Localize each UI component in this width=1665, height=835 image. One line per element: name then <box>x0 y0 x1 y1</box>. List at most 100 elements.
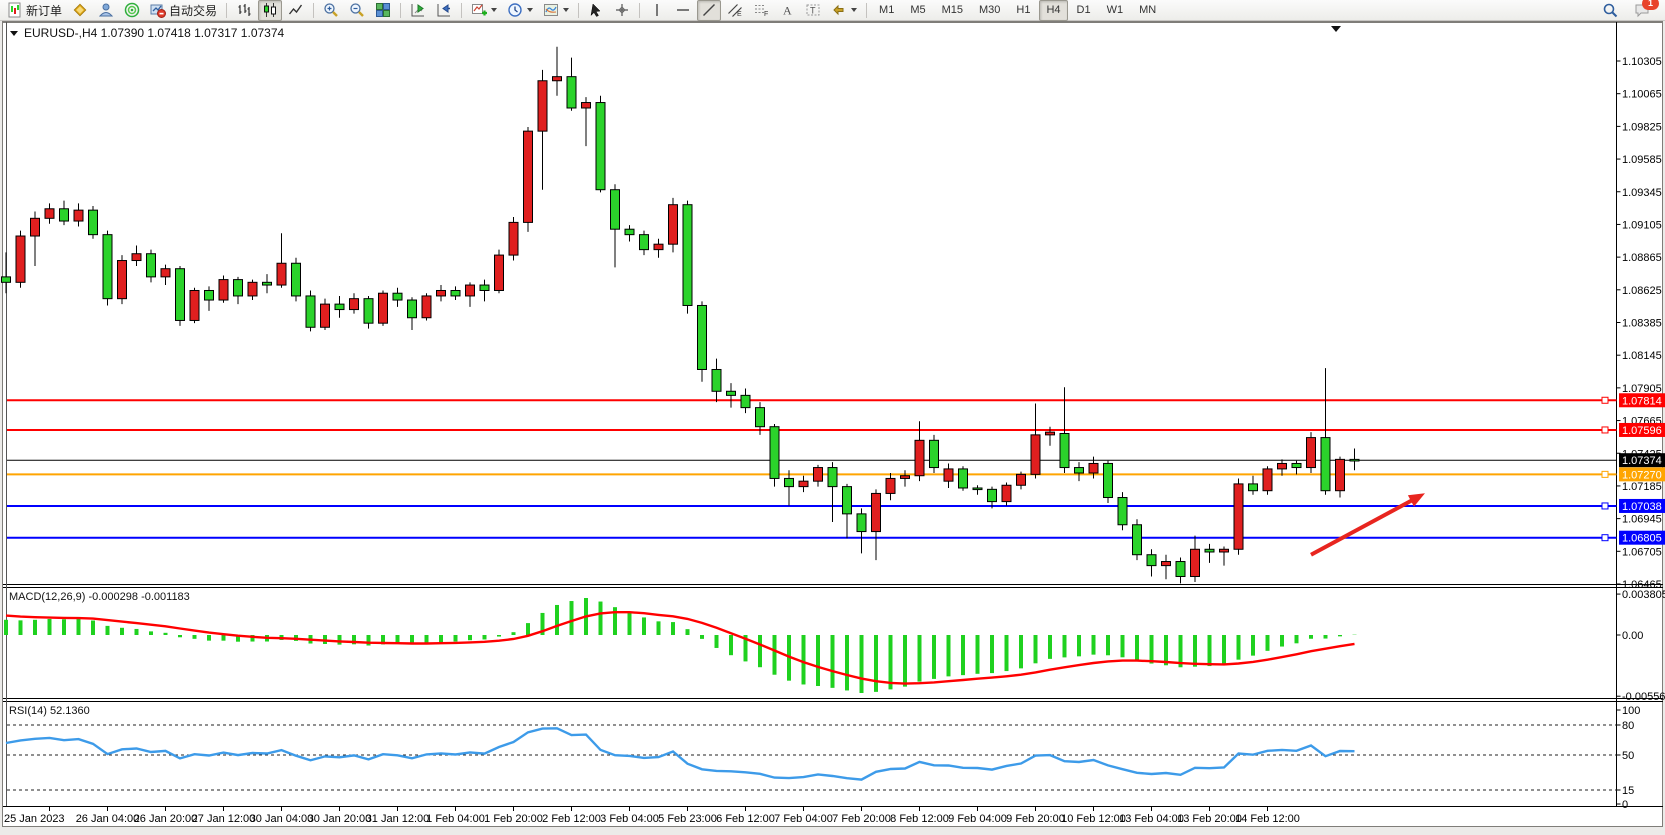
price-tick-label: 1.10065 <box>1622 89 1662 101</box>
chevron-down-icon[interactable] <box>563 8 570 12</box>
chevron-down-icon[interactable] <box>851 8 858 12</box>
fibonacci-button[interactable]: F <box>749 0 773 21</box>
autotrading-button[interactable]: 自动交易 <box>146 0 221 21</box>
new-order-icon <box>7 2 23 18</box>
bull-candle <box>813 467 823 482</box>
bull-candle <box>1190 548 1200 578</box>
vertical-line-button[interactable] <box>645 0 669 21</box>
tf-w1-button[interactable]: W1 <box>1100 0 1131 21</box>
bear-candle <box>784 477 794 488</box>
crosshair-button[interactable] <box>610 0 634 21</box>
date-tick-label: 6 Feb 12:00 <box>716 813 775 825</box>
date-tick-label: 31 Jan 12:00 <box>366 813 430 825</box>
chart-window <box>2 22 1663 827</box>
date-tick-label: 8 Feb 12:00 <box>890 813 949 825</box>
bear-candle <box>59 208 69 222</box>
candle-chart-button[interactable] <box>258 0 283 21</box>
trendline-button[interactable] <box>697 0 722 21</box>
svg-text:A: A <box>783 4 792 18</box>
line-handle-marker[interactable] <box>1601 426 1609 434</box>
tf-m15-button[interactable]: M15 <box>935 0 970 21</box>
bull-candle <box>1088 462 1099 474</box>
search-button[interactable] <box>1598 0 1622 21</box>
price-tick-label: 1.08865 <box>1622 252 1662 264</box>
price-tick-label: 1.08145 <box>1622 350 1662 362</box>
clock-icon <box>507 2 523 18</box>
text-icon: A <box>779 2 795 18</box>
toolbar-group-pointer <box>583 0 635 21</box>
tf-m5-button[interactable]: M5 <box>903 0 932 21</box>
bull-candle <box>494 254 504 291</box>
bear-candle <box>1291 462 1302 469</box>
tf-m1-button[interactable]: M1 <box>872 0 901 21</box>
date-tick-label: 25 Jan 2023 <box>4 813 65 825</box>
tf-h4-button[interactable]: H4 <box>1039 0 1068 21</box>
tf-mn-button-label: MN <box>1139 4 1157 16</box>
arrow-head[interactable] <box>1407 493 1425 507</box>
new-order-button-label: 新订单 <box>26 3 63 18</box>
trend-arrow-annotation[interactable] <box>1310 493 1425 557</box>
arrows-button[interactable] <box>827 0 861 21</box>
bull-candle <box>30 217 40 237</box>
indicators-button[interactable] <box>467 0 501 21</box>
tf-w1-button-label: W1 <box>1106 4 1124 16</box>
auto-scroll-button[interactable] <box>406 0 430 21</box>
bear-candle <box>1349 458 1360 462</box>
horizontal-line-button[interactable] <box>671 0 695 21</box>
line-handle-marker[interactable] <box>1601 502 1609 510</box>
symbol-menu-toggle-icon[interactable] <box>10 30 18 36</box>
bull-candle <box>1335 458 1345 492</box>
community-button[interactable] <box>94 0 118 21</box>
arrows-icon <box>831 2 847 18</box>
cursor-button[interactable] <box>584 0 608 21</box>
chevron-down-icon[interactable] <box>527 8 534 12</box>
svg-text:E: E <box>737 11 742 18</box>
toolbar-separator <box>400 2 402 18</box>
line-handle-marker[interactable] <box>1601 396 1609 404</box>
tf-h1-button-label: H1 <box>1016 4 1031 16</box>
price-tick-label: 1.10305 <box>1622 56 1662 68</box>
price-badge-label: 1.07374 <box>1622 455 1662 467</box>
line-handle-marker[interactable] <box>1601 534 1609 542</box>
label-button[interactable]: T <box>801 0 825 21</box>
tile-windows-button[interactable] <box>371 0 395 21</box>
tf-h4-button-label: H4 <box>1046 4 1061 16</box>
notifications-button[interactable]: 1 <box>1630 0 1659 21</box>
bar-chart-button[interactable] <box>232 0 256 21</box>
bear-candle <box>595 102 606 191</box>
magnifier-icon <box>1602 2 1618 18</box>
price-tick-label: 1.07905 <box>1622 383 1662 395</box>
tf-d1-button[interactable]: D1 <box>1070 0 1098 21</box>
chevron-down-icon[interactable] <box>491 8 498 12</box>
date-tick-label: 5 Feb 23:00 <box>658 813 717 825</box>
market-watch-button[interactable] <box>68 0 92 21</box>
channel-button[interactable]: E <box>723 0 747 21</box>
signals-button[interactable] <box>120 0 144 21</box>
tf-m30-button[interactable]: M30 <box>972 0 1007 21</box>
bear-candle <box>1132 524 1142 556</box>
line-handle-marker[interactable] <box>1601 470 1609 478</box>
chart-menu-arrow-icon[interactable] <box>1331 26 1341 32</box>
bull-candle <box>943 468 954 482</box>
arrow-shaft[interactable] <box>1310 494 1421 557</box>
bear-candle <box>1059 433 1070 469</box>
auto-scroll-icon <box>410 2 426 18</box>
zoom-out-button[interactable] <box>345 0 369 21</box>
chart-shift-button[interactable] <box>432 0 456 21</box>
horizontal-lines[interactable] <box>7 396 1617 542</box>
bull-candle <box>436 289 446 297</box>
text-button[interactable]: A <box>775 0 799 21</box>
periods-button[interactable] <box>503 0 537 21</box>
tf-h1-button[interactable]: H1 <box>1009 0 1037 21</box>
bear-candle <box>1248 483 1258 492</box>
rsi-tick-label: 100 <box>1622 705 1640 717</box>
bear-candle <box>102 234 113 300</box>
templates-button[interactable] <box>539 0 573 21</box>
tf-mn-button[interactable]: MN <box>1132 0 1163 21</box>
line-chart-button[interactable] <box>284 0 308 21</box>
new-order-button[interactable]: 新订单 <box>3 0 66 21</box>
bull-candle <box>914 439 925 477</box>
zoom-in-button[interactable] <box>319 0 343 21</box>
price-tick-label: 1.06465 <box>1622 579 1662 591</box>
